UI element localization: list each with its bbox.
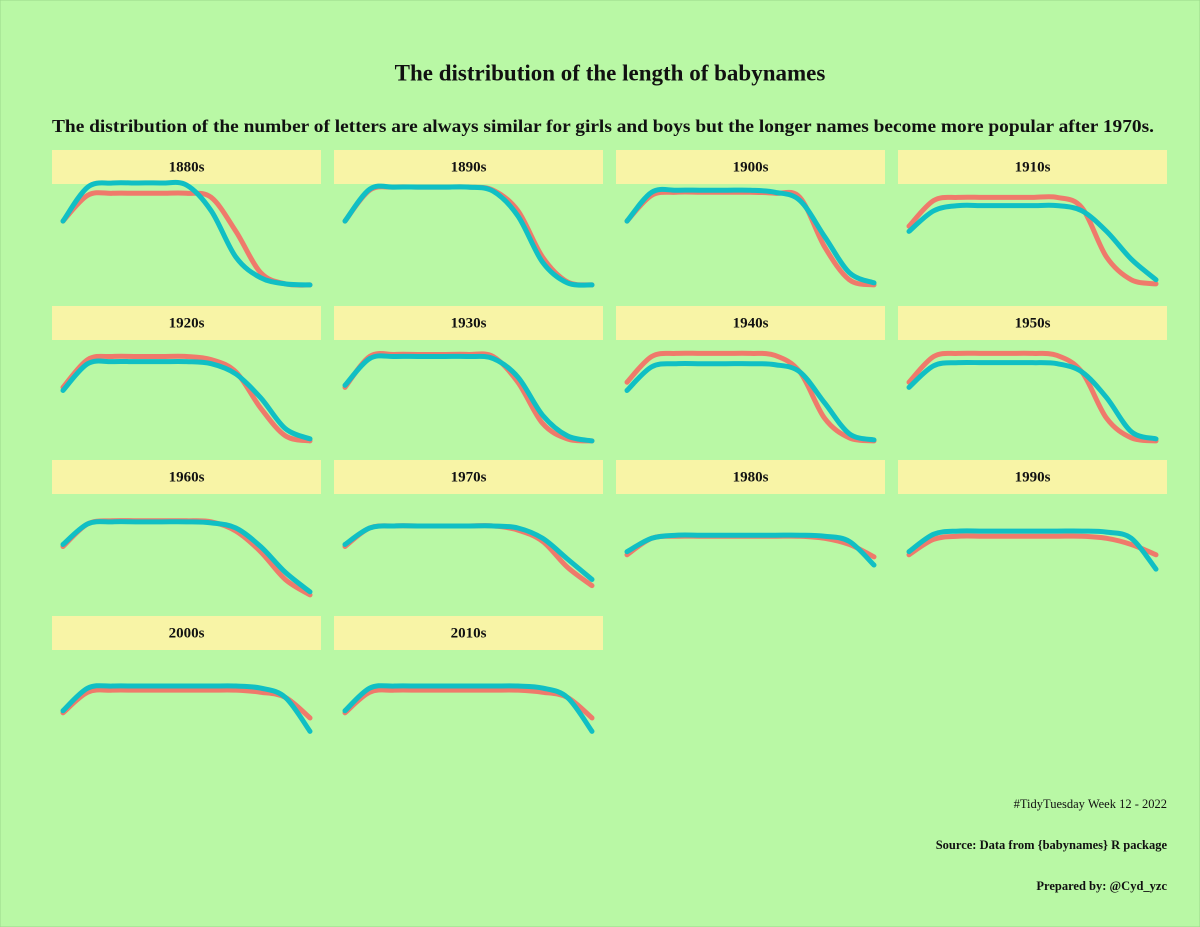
line <box>906 194 1159 287</box>
panel-title: 1880s <box>169 159 205 175</box>
line <box>342 687 595 721</box>
strip <box>616 460 885 494</box>
strip <box>334 616 603 650</box>
line <box>906 359 1159 442</box>
line <box>342 183 595 288</box>
caption: #TidyTuesday Week 12 - 2022 <box>1014 797 1167 811</box>
panel-title: 1980s <box>733 469 769 485</box>
subtitle: The distribution of the number of letter… <box>52 116 1154 136</box>
strip <box>898 306 1167 340</box>
strip <box>616 150 885 184</box>
panel-title: 2010s <box>451 625 487 641</box>
panel-title: 1900s <box>733 159 769 175</box>
line <box>624 186 877 286</box>
line <box>906 528 1159 572</box>
panel-title: 1970s <box>451 469 487 485</box>
line <box>906 202 1159 283</box>
panel-title: 1940s <box>733 315 769 331</box>
strip <box>52 306 321 340</box>
line <box>342 353 595 444</box>
strip <box>334 150 603 184</box>
line <box>342 523 595 582</box>
strip <box>334 306 603 340</box>
line <box>60 683 313 734</box>
strip <box>616 306 885 340</box>
line <box>60 519 313 595</box>
line <box>60 353 313 444</box>
panel-title: 1910s <box>1015 159 1051 175</box>
panel-title: 1950s <box>1015 315 1051 331</box>
chart-title: The distribution of the length of babyna… <box>395 60 826 85</box>
line <box>906 533 1159 558</box>
panel-title: 1890s <box>451 159 487 175</box>
line <box>60 179 313 288</box>
panel-title: 1920s <box>169 315 205 331</box>
line <box>624 360 877 443</box>
caption: Prepared by: @Cyd_yzc <box>1036 879 1167 893</box>
line <box>624 350 877 444</box>
line <box>906 350 1159 444</box>
panel-title: 1990s <box>1015 469 1051 485</box>
line <box>60 687 313 721</box>
line <box>624 532 877 568</box>
caption: Source: Data from {babynames} R package <box>936 838 1168 852</box>
strip <box>898 150 1167 184</box>
line <box>342 683 595 734</box>
panel-title: 1960s <box>169 469 205 485</box>
strip <box>898 460 1167 494</box>
strip <box>52 460 321 494</box>
panel-title: 1930s <box>451 315 487 331</box>
panel-title: 2000s <box>169 625 205 641</box>
line <box>60 358 313 442</box>
strip <box>334 460 603 494</box>
strip <box>52 150 321 184</box>
strip <box>52 616 321 650</box>
